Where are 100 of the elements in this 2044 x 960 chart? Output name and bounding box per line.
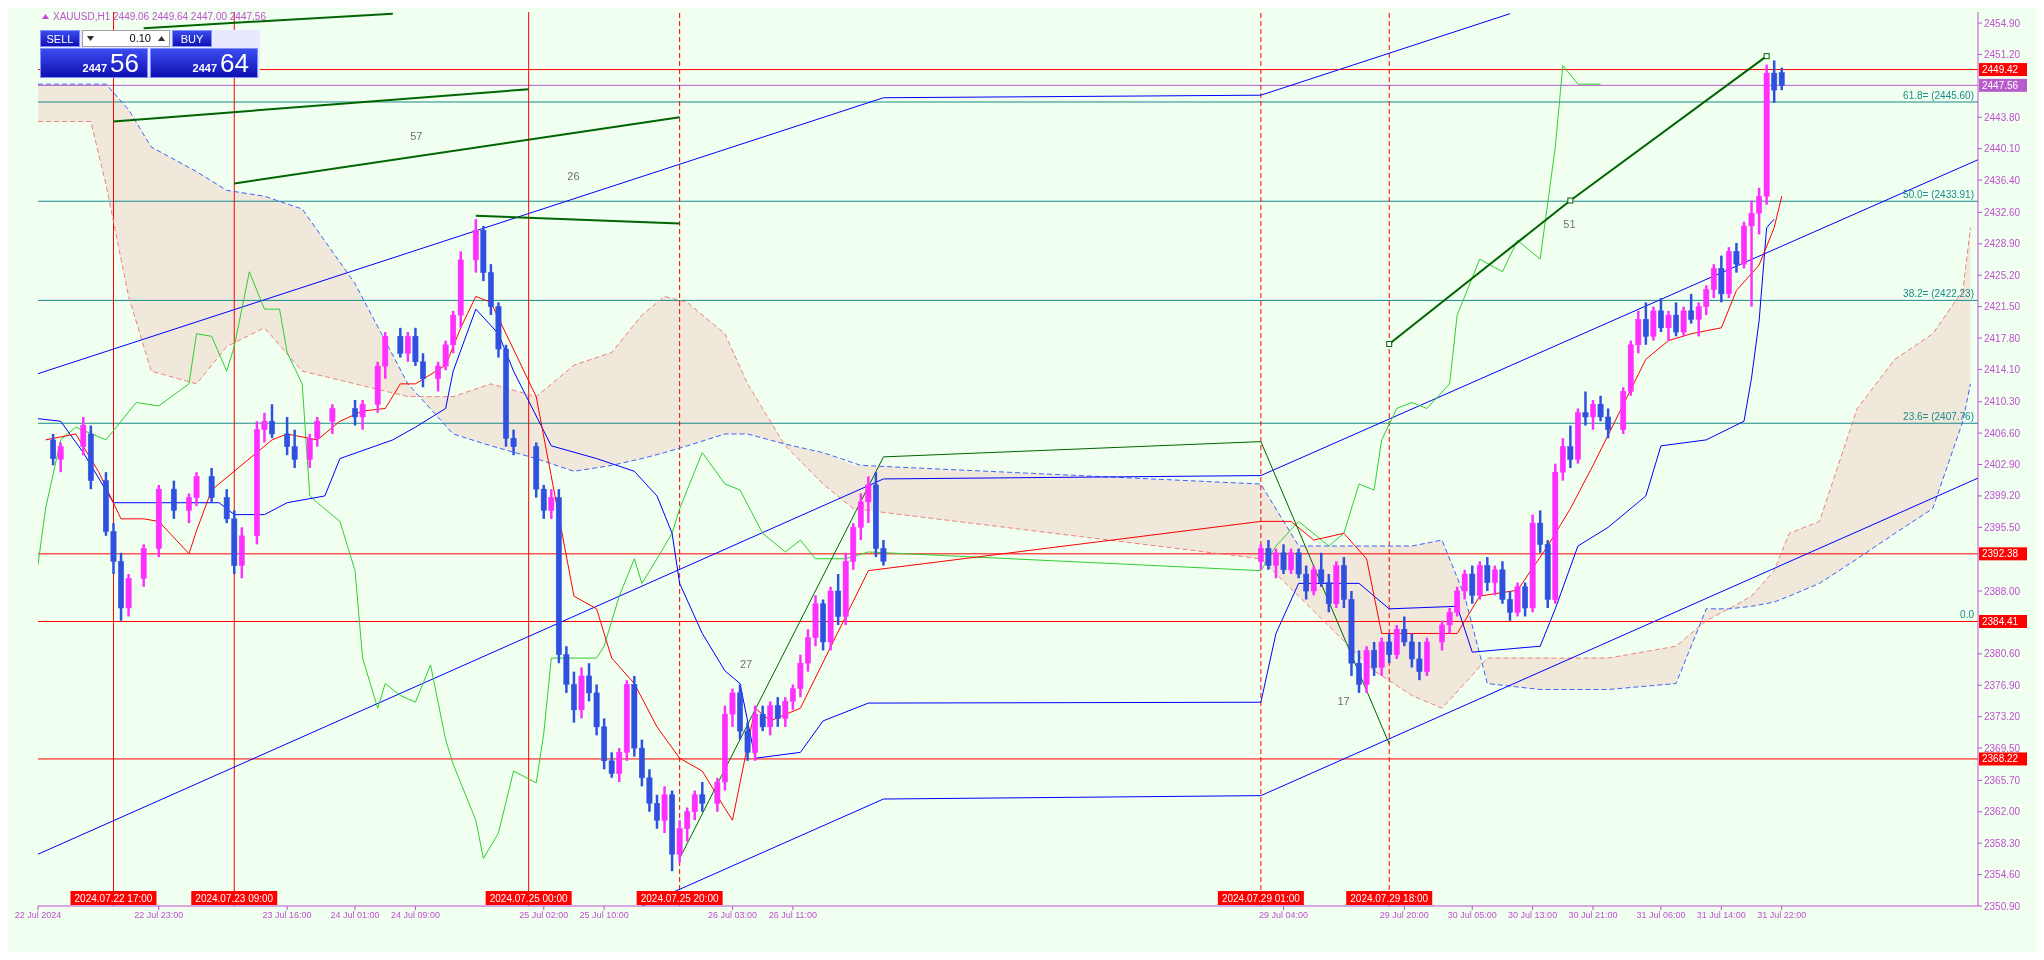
candlestick (57, 441, 64, 474)
candlestick (1582, 390, 1589, 427)
ref-line-label: 2024.07.25 20:00 (640, 893, 719, 904)
candlestick (1688, 292, 1695, 325)
y-tick-label: 2454.90 (1984, 17, 2021, 29)
ref-line-label: 2449.42 (1982, 64, 2019, 76)
y-tick-label: 2414.10 (1984, 363, 2021, 375)
ref-line-label: 2024.07.22 17:00 (74, 893, 153, 904)
ref-line-label: 2024.07.25 00:00 (489, 893, 569, 904)
candlestick (1522, 581, 1528, 618)
ref-line-label: 2024.07.23 09:00 (195, 893, 274, 904)
y-tick-label: 2428.90 (1984, 238, 2021, 250)
candlestick (1492, 564, 1498, 597)
x-tick-label: 31 Jul 14:00 (1696, 910, 1746, 921)
y-tick-label: 2402.90 (1984, 459, 2021, 471)
annotation: SELL (40, 30, 80, 47)
x-tick-label: 29 Jul 04:00 (1259, 910, 1309, 921)
y-tick-label: 2354.60 (1984, 869, 2021, 881)
candlestick (1265, 538, 1272, 572)
candlestick (352, 398, 358, 427)
ref-line-label: 2384.41 (1982, 616, 2019, 627)
x-tick-label: 25 Jul 10:00 (579, 910, 629, 921)
x-tick-label: 30 Jul 13:00 (1508, 910, 1558, 921)
annotation: 26 (567, 170, 580, 183)
annotation: 56 (110, 48, 139, 78)
line-series (38, 13, 1511, 375)
annotation: 2447 (82, 62, 108, 74)
y-tick-label: 2417.80 (1984, 332, 2021, 344)
candlestick (1680, 305, 1687, 338)
ref-line-label: 2024.07.29 01:00 (1221, 893, 1301, 904)
candlestick (1257, 543, 1264, 572)
candlestick (269, 402, 275, 440)
point (1386, 340, 1393, 347)
point (1763, 53, 1770, 60)
x-tick-label: 30 Jul 05:00 (1447, 910, 1497, 921)
y-tick-label: 2425.20 (1984, 269, 2021, 281)
candlestick (1567, 424, 1574, 470)
y-tick-label: 2421.50 (1984, 301, 2021, 313)
line-series (38, 159, 1978, 855)
candlestick (1288, 547, 1294, 576)
ref-line-label: 2392.38 (1982, 548, 2019, 560)
candlestick (1665, 309, 1672, 342)
point (1567, 197, 1574, 204)
annotation: 2447 (192, 62, 218, 74)
x-tick-label: 22 Jul 2024 (14, 910, 62, 921)
ref-line-label: 50.0= (2433.91) (1903, 189, 1974, 201)
annotation: BUY (172, 30, 212, 47)
ref-line-label: 61.8= (2445.60) (1903, 89, 1974, 101)
ref-line-label: 38.2= (2422.23) (1903, 288, 1974, 300)
y-tick-label: 2388.00 (1984, 585, 2021, 597)
candlestick (1673, 301, 1679, 338)
y-tick-label: 2406.60 (1984, 427, 2021, 439)
x-tick-label: 25 Jul 02:00 (519, 910, 569, 921)
candlestick (1310, 564, 1317, 597)
x-tick-label: 24 Jul 09:00 (390, 910, 440, 921)
x-tick-label: 31 Jul 06:00 (1636, 910, 1686, 921)
x-tick-label: 30 Jul 21:00 (1568, 910, 1618, 921)
annotation: 57 (410, 130, 423, 143)
candlestick (359, 398, 366, 431)
candlestick (548, 487, 555, 521)
ref-line-label: 2368.22 (1982, 753, 2019, 765)
candlestick (1371, 640, 1377, 678)
y-tick-label: 2380.60 (1984, 648, 2021, 660)
candlestick (1658, 296, 1664, 334)
annotation: 51 (1563, 218, 1576, 231)
candlestick (208, 466, 215, 504)
candlestick (1590, 398, 1596, 431)
y-tick-label: 2432.60 (1984, 206, 2021, 218)
x-tick-label: 29 Jul 20:00 (1379, 910, 1429, 921)
y-tick-label: 2358.30 (1984, 837, 2021, 849)
candlestick (80, 415, 87, 457)
y-tick-label: 2369.50 (1984, 742, 2021, 754)
x-tick-label: 24 Jul 01:00 (330, 910, 380, 921)
ref-line-label: 23.6= (2407.76) (1903, 411, 1974, 423)
annotation: 27 (739, 657, 753, 670)
candlestick (759, 704, 766, 733)
ref-line-label: 2447.56 (1982, 79, 2019, 91)
ref-line-label: 2024.07.29 18:00 (1350, 893, 1429, 904)
candlestick (1386, 632, 1393, 665)
y-tick-label: 2376.90 (1984, 679, 2021, 691)
annotation: 0.10 (129, 31, 151, 46)
candlestick (170, 479, 177, 521)
candlestick (1733, 241, 1740, 274)
y-tick-label: 2399.20 (1984, 490, 2021, 502)
x-tick-label: 23 Jul 16:00 (262, 910, 312, 921)
candlestick (1642, 301, 1649, 347)
y-tick-label: 2436.40 (1984, 174, 2021, 186)
candlestick (50, 432, 56, 467)
x-tick-label: 31 Jul 22:00 (1757, 910, 1807, 921)
annotation: 64 (220, 48, 249, 78)
line-series (679, 441, 1390, 859)
y-tick-label: 2451.20 (1984, 49, 2021, 60)
candlestick (1273, 547, 1279, 580)
candlestick (329, 402, 336, 436)
candlestick (1280, 543, 1287, 576)
annotation: 0.0 (1960, 609, 1975, 621)
y-tick-label: 2395.50 (1984, 521, 2021, 533)
candlestick (404, 330, 411, 364)
candlestick (397, 326, 404, 359)
x-tick-label: 22 Jul 23:00 (134, 910, 184, 921)
